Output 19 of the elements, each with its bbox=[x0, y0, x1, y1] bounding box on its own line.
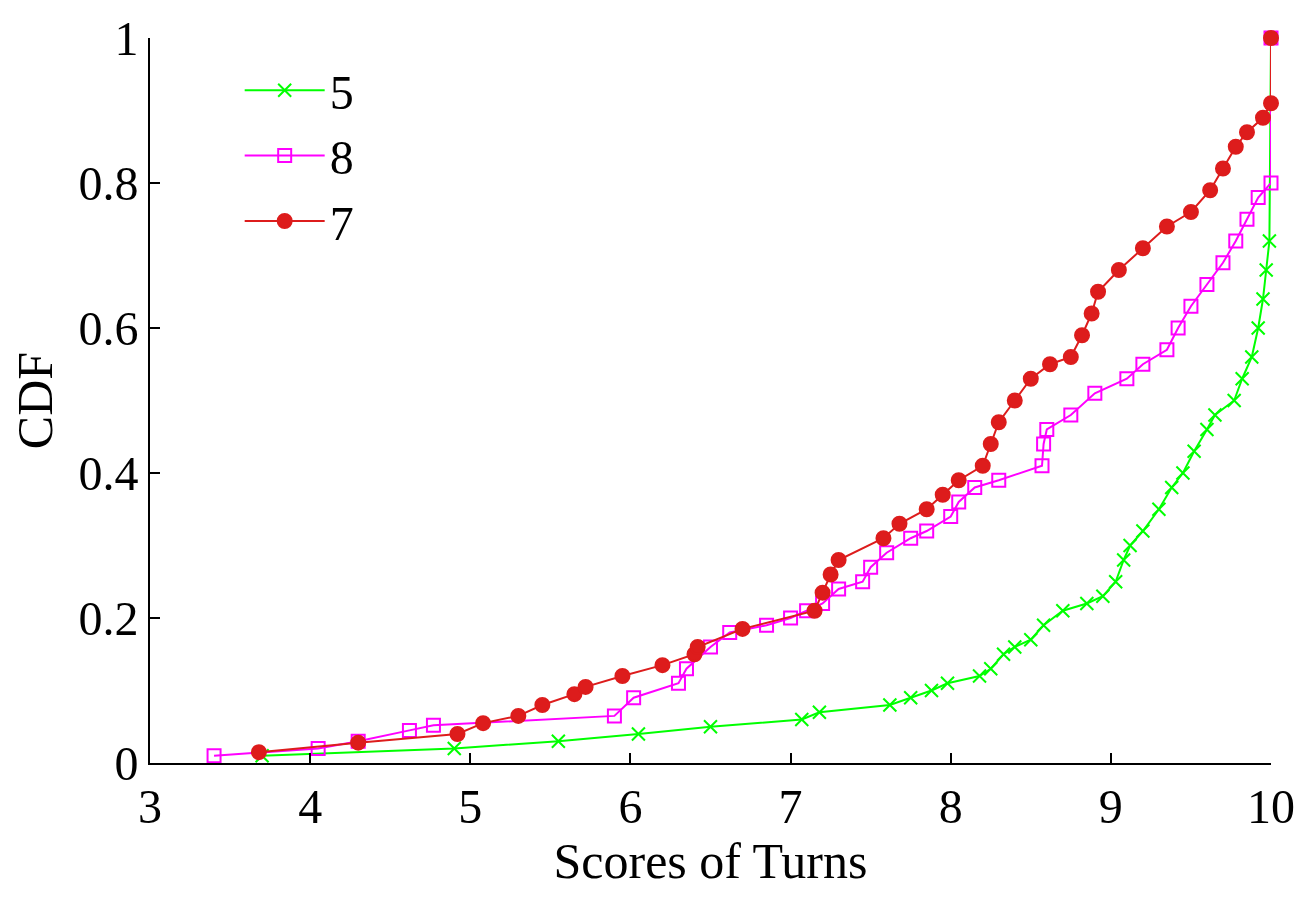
x-tick-label: 10 bbox=[1247, 779, 1295, 833]
x-tick-label: 5 bbox=[458, 779, 483, 833]
x-tick-label: 6 bbox=[618, 779, 643, 833]
legend-label: 7 bbox=[329, 196, 354, 250]
y-tick-label: 0.6 bbox=[78, 301, 139, 355]
x-axis-title: Scores of Turns bbox=[553, 832, 868, 889]
x-tick-label: 3 bbox=[138, 779, 162, 833]
y-tick-label: 1 bbox=[114, 11, 139, 65]
y-tick-label: 0.4 bbox=[78, 446, 139, 500]
y-axis-title: CDF bbox=[6, 351, 63, 450]
x-tick-label: 7 bbox=[778, 779, 803, 833]
legend-label: 5 bbox=[329, 65, 354, 119]
x-tick-label: 9 bbox=[1098, 779, 1123, 833]
y-tick-label: 0.8 bbox=[78, 156, 139, 210]
y-tick-label: 0.2 bbox=[78, 591, 139, 645]
legend-label: 8 bbox=[329, 131, 354, 185]
y-tick-label: 0 bbox=[114, 736, 139, 790]
x-tick-label: 8 bbox=[938, 779, 963, 833]
x-tick-label: 4 bbox=[298, 779, 323, 833]
